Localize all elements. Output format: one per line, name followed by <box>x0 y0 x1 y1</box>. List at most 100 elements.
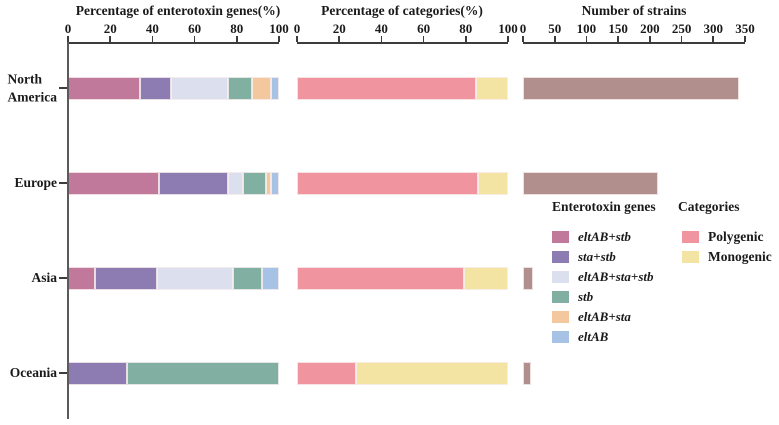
row-label-asia: Asia <box>31 270 57 286</box>
axis-tick <box>278 36 280 42</box>
legend-swatch-polygenic <box>682 230 699 243</box>
bar-segment-europe-eltab-stb <box>68 171 159 195</box>
bar-segment-europe-sta-stb <box>158 171 229 195</box>
axis-tick <box>67 36 69 42</box>
legend-swatch-eltab <box>552 330 569 343</box>
axis-tick-label: 80 <box>459 21 473 36</box>
axis-tick-label: 200 <box>640 21 660 36</box>
legend-swatch-sta-stb <box>552 250 569 263</box>
bar-segment-asia-eltab-stb <box>68 266 96 290</box>
axis-tick-label: 60 <box>417 21 431 36</box>
row-label-oceania: Oceania <box>9 365 57 381</box>
bar-segment-north-america-eltab <box>270 76 279 100</box>
axis-tick <box>744 36 746 42</box>
axis-tick <box>380 36 383 42</box>
y-axis-tick <box>59 182 67 184</box>
bar-segment-north-america-eltab-stb <box>68 76 140 100</box>
axis-tick <box>553 36 556 42</box>
axis-tick-label: 350 <box>735 21 755 36</box>
axis-tick-label: 250 <box>671 21 692 36</box>
legend-categories-title: Categories <box>678 199 740 214</box>
legend-label-eltab-stb: eltAB+stb <box>578 228 631 244</box>
axis-tick <box>296 36 298 42</box>
axis-tick <box>522 36 524 42</box>
axis-tick-label: 80 <box>230 21 244 36</box>
x-axis-line-percentage-of-enterotoxin-genes <box>68 42 279 44</box>
legend-label-sta-stb: sta+stb <box>578 248 616 264</box>
bar-segment-asia-stb <box>232 266 263 290</box>
bar-segment-europe-eltab-sta-stb <box>228 171 244 195</box>
bar-segment-asia-number-of-strains <box>523 266 533 290</box>
legend-categories: Categories Polygenic Monogenic <box>678 199 772 269</box>
bar-segment-oceania-monogenic <box>356 361 508 385</box>
axis-tick-label: 20 <box>103 21 117 36</box>
axis-tick <box>649 36 651 42</box>
bar-segment-north-america-monogenic <box>476 76 508 100</box>
axis-tick <box>585 36 588 42</box>
bar-segment-oceania-number-of-strains <box>523 361 531 385</box>
axis-tick-label: 300 <box>703 21 724 36</box>
bar-segment-oceania-sta-stb <box>68 361 128 385</box>
legend-swatch-monogenic <box>682 250 699 263</box>
axis-tick <box>151 36 154 42</box>
axis-tick-label: 100 <box>576 21 597 36</box>
legend-swatch-eltab-stb <box>552 230 569 243</box>
bar-segment-north-america-eltab-sta <box>251 76 271 100</box>
x-axis-line-percentage-of-categories <box>297 42 508 44</box>
axis-tick-label: 100 <box>498 21 518 36</box>
legend-item-polygenic: Polygenic <box>682 229 772 244</box>
axis-tick <box>465 36 467 42</box>
legend-enterotoxin-genes: Enterotoxin genes eltAB+stb sta+stb eltAB+… <box>552 199 656 349</box>
axis-tick <box>617 36 619 42</box>
panel-title-categories: Percentage of categories(%) <box>321 3 483 18</box>
axis-tick-label: 0 <box>519 21 527 36</box>
axis-tick <box>422 36 425 42</box>
bar-segment-north-america-sta-stb <box>139 76 172 100</box>
legend-swatch-eltab-sta-stb <box>552 270 569 283</box>
axis-tick <box>712 36 715 42</box>
axis-tick <box>193 36 196 42</box>
axis-tick-label: 40 <box>145 21 159 36</box>
bar-segment-north-america-polygenic <box>297 76 477 100</box>
bar-segment-europe-monogenic <box>478 171 508 195</box>
legend-label-monogenic: Monogenic <box>708 248 772 264</box>
panel-title-number-of-strains: Number of strains <box>581 3 687 18</box>
axis-tick-label: 50 <box>548 21 562 36</box>
axis-tick-label: 60 <box>188 21 202 36</box>
axis-tick <box>680 36 683 42</box>
axis-tick-label: 0 <box>293 21 301 36</box>
bar-segment-asia-monogenic <box>463 266 508 290</box>
bar-segment-europe-stb <box>243 171 267 195</box>
legend-item-sta-stb: sta+stb <box>552 249 656 264</box>
bar-segment-oceania-stb <box>127 361 279 385</box>
x-axis-line-number-of-strains <box>523 42 745 44</box>
row-label-north-america: North America <box>7 71 57 104</box>
y-axis-line <box>67 42 69 419</box>
axis-tick-label: 40 <box>374 21 388 36</box>
legend-label-eltab-sta: eltAB+sta <box>578 308 631 324</box>
legend-item-eltab-sta: eltAB+sta <box>552 309 656 324</box>
legend-genes-items: eltAB+stb sta+stb eltAB+sta+stb stb eltAB+st… <box>552 229 656 344</box>
legend-item-eltab-sta-stb: eltAB+sta+stb <box>552 269 656 284</box>
legend-label-eltab: eltAB <box>578 328 609 344</box>
bar-segment-north-america-number-of-strains <box>523 76 739 100</box>
axis-tick-label: 100 <box>269 21 289 36</box>
bar-segment-asia-polygenic <box>297 266 464 290</box>
axis-tick <box>507 36 509 42</box>
legend-genes-title: Enterotoxin genes <box>552 199 656 214</box>
legend-categories-items: Polygenic Monogenic <box>682 229 772 264</box>
legend-label-stb: stb <box>578 288 594 304</box>
legend-swatch-stb <box>552 290 569 303</box>
legend-item-eltab: eltAB <box>552 329 656 344</box>
panel-title-enterotoxin-genes: Percentage of enterotoxin genes(%) <box>75 3 281 18</box>
bar-segment-oceania-polygenic <box>297 361 357 385</box>
bar-segment-asia-eltab <box>262 266 279 290</box>
axis-tick-label: 150 <box>608 21 628 36</box>
legend-item-eltab-stb: eltAB+stb <box>552 229 656 244</box>
y-axis-tick <box>59 277 67 279</box>
axis-tick-label: 0 <box>64 21 72 36</box>
y-axis-tick <box>59 87 67 89</box>
axis-tick <box>338 36 340 42</box>
row-label-europe: Europe <box>14 175 57 191</box>
